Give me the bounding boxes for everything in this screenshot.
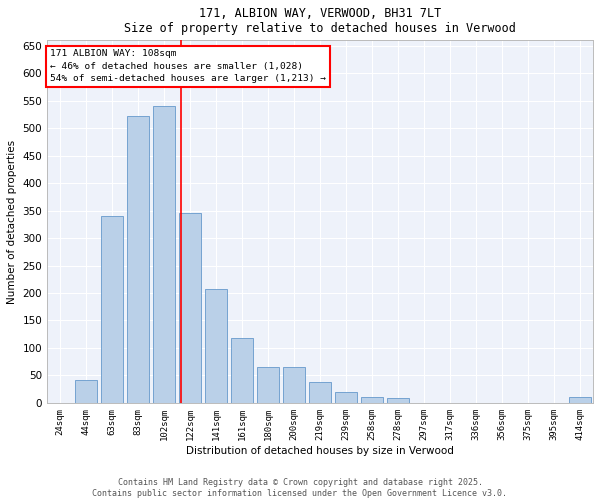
Y-axis label: Number of detached properties: Number of detached properties — [7, 140, 17, 304]
Text: 171 ALBION WAY: 108sqm
← 46% of detached houses are smaller (1,028)
54% of semi-: 171 ALBION WAY: 108sqm ← 46% of detached… — [50, 50, 326, 84]
X-axis label: Distribution of detached houses by size in Verwood: Distribution of detached houses by size … — [186, 446, 454, 456]
Bar — [75, 380, 97, 403]
Bar — [205, 289, 227, 403]
Bar — [231, 338, 253, 403]
Bar — [283, 367, 305, 403]
Bar — [335, 392, 357, 403]
Bar — [257, 366, 279, 403]
Bar — [361, 398, 383, 403]
Bar — [387, 398, 409, 403]
Title: 171, ALBION WAY, VERWOOD, BH31 7LT
Size of property relative to detached houses : 171, ALBION WAY, VERWOOD, BH31 7LT Size … — [124, 7, 516, 35]
Bar — [127, 116, 149, 403]
Bar — [179, 214, 201, 403]
Bar — [309, 382, 331, 403]
Bar — [101, 216, 123, 403]
Text: Contains HM Land Registry data © Crown copyright and database right 2025.
Contai: Contains HM Land Registry data © Crown c… — [92, 478, 508, 498]
Bar — [569, 398, 591, 403]
Bar — [153, 106, 175, 403]
